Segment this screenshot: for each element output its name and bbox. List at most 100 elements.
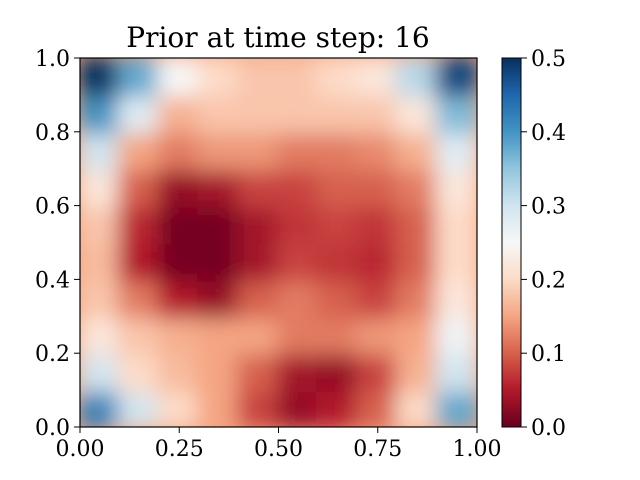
heatmap-cell <box>435 388 477 427</box>
y-tick-label: 0.4 <box>35 268 70 293</box>
heatmap-cell <box>197 166 241 208</box>
heatmap-cell <box>435 92 477 134</box>
x-tick-label: 0.50 <box>254 437 303 462</box>
heatmap-cell <box>395 166 440 208</box>
heatmap-cell <box>80 203 122 245</box>
heatmap-cell <box>197 314 241 356</box>
heatmap-cell <box>117 388 162 427</box>
heatmap-cell <box>395 277 440 319</box>
y-tick-label: 0.6 <box>35 195 70 220</box>
colorbar-tick-label: 0.4 <box>531 121 566 146</box>
heatmap-cell <box>355 277 400 319</box>
colorbar-axis: 0.0 0.1 0.2 0.3 0.4 0.5 <box>521 47 566 441</box>
heatmap-cell <box>355 166 400 208</box>
heatmap-cell <box>355 92 400 134</box>
heatmap-cell <box>355 240 400 282</box>
heatmap-cell <box>236 240 281 282</box>
y-tick-label: 0.2 <box>35 342 70 367</box>
x-tick-label: 0.75 <box>353 437 402 462</box>
x-tick-label: 0.00 <box>56 437 105 462</box>
heatmap-cell <box>197 92 241 134</box>
heatmap-cell <box>395 351 440 393</box>
heatmap-cell <box>80 388 122 427</box>
y-tick-label: 1.0 <box>35 47 70 72</box>
heatmap-cell <box>117 58 162 97</box>
heatmap-cell <box>276 388 321 427</box>
heatmap-cell <box>157 240 202 282</box>
heatmap-cell <box>435 351 477 393</box>
heatmap-cell <box>236 351 281 393</box>
heatmap-cell <box>117 314 162 356</box>
heatmap-cell <box>197 203 241 245</box>
heatmap-cell <box>236 314 281 356</box>
heatmap-cell <box>355 351 400 393</box>
heatmap-cell <box>197 58 241 97</box>
heatmap-cell <box>276 92 321 134</box>
heatmap-cell <box>395 92 440 134</box>
heatmap-cell <box>197 388 241 427</box>
x-tick-label: 0.25 <box>155 437 204 462</box>
heatmap-cell <box>80 166 122 208</box>
heatmap-cell <box>316 129 360 171</box>
heatmap-cell <box>435 277 477 319</box>
y-tick-label: 0.8 <box>35 121 70 146</box>
heatmap-cell <box>197 129 241 171</box>
x-tick-label: 1.00 <box>453 437 502 462</box>
colorbar-tick-label: 0.5 <box>531 47 566 72</box>
heatmap-cell <box>316 203 360 245</box>
heatmap-cell <box>435 203 477 245</box>
heatmap-cell <box>435 166 477 208</box>
heatmap-cell <box>197 351 241 393</box>
heatmap-cell <box>157 203 202 245</box>
heatmap-cell <box>316 240 360 282</box>
heatmap-cell <box>236 203 281 245</box>
heatmap-cell <box>395 129 440 171</box>
heatmap-cell <box>435 129 477 171</box>
chart-title: Prior at time step: 16 <box>126 21 429 54</box>
heatmap-cell <box>157 166 202 208</box>
heatmap-cell <box>80 58 122 97</box>
heatmap-cell <box>157 277 202 319</box>
heatmap-cell <box>355 58 400 97</box>
heatmap-cell <box>197 240 241 282</box>
heatmap-cell <box>276 277 321 319</box>
heatmap-cell <box>117 203 162 245</box>
heatmap-cell <box>355 388 400 427</box>
heatmap-cell <box>316 58 360 97</box>
heatmap-cell <box>157 92 202 134</box>
heatmap-cell <box>435 314 477 356</box>
heatmap-cell <box>117 92 162 134</box>
heatmap-cell <box>236 58 281 97</box>
heatmap-cell <box>276 166 321 208</box>
heatmap-cell <box>395 388 440 427</box>
heatmap-cell <box>157 388 202 427</box>
heatmap-cell <box>236 92 281 134</box>
heatmap-cell <box>276 351 321 393</box>
heatmap-cell <box>197 277 241 319</box>
heatmap-cell <box>355 129 400 171</box>
heatmap-cell <box>157 351 202 393</box>
heatmap-cell <box>236 166 281 208</box>
heatmap-area <box>80 58 477 427</box>
heatmap-cell <box>316 388 360 427</box>
heatmap-cell <box>395 240 440 282</box>
heatmap-cell <box>395 58 440 97</box>
heatmap-cell <box>355 203 400 245</box>
heatmap-cell <box>80 240 122 282</box>
colorbar-tick-label: 0.1 <box>531 342 566 367</box>
heatmap-cell <box>276 129 321 171</box>
heatmap-cell <box>80 277 122 319</box>
heatmap-cell <box>276 240 321 282</box>
colorbar-tick-label: 0.3 <box>531 195 566 220</box>
heatmap-cell <box>236 388 281 427</box>
heatmap-cell <box>316 314 360 356</box>
y-axis: 0.0 0.2 0.4 0.6 0.8 1.0 <box>35 47 80 441</box>
colorbar-tick-label: 0.2 <box>531 268 566 293</box>
heatmap-cell <box>435 240 477 282</box>
heatmap-cell <box>117 240 162 282</box>
heatmap-cell <box>236 277 281 319</box>
heatmap-cell <box>276 314 321 356</box>
heatmap-cell <box>157 314 202 356</box>
heatmap-cell <box>157 129 202 171</box>
